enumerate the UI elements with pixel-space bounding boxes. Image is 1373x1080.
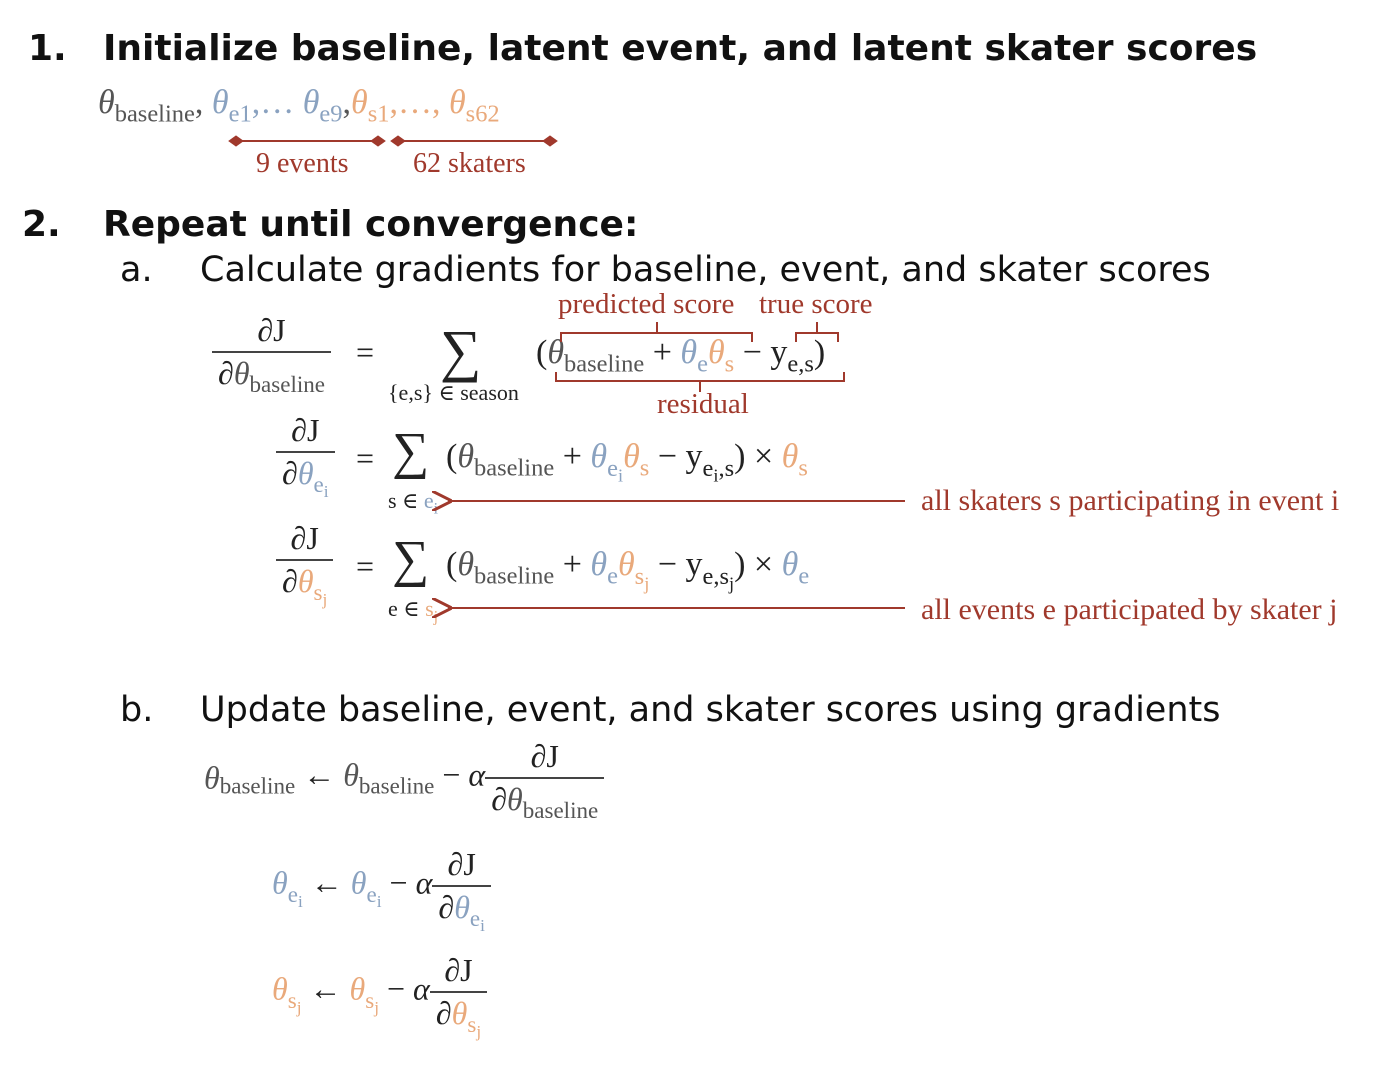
- step-2-heading: Repeat until convergence:: [103, 204, 639, 245]
- gradient-skater-equation: ∂J ∂θsj: [276, 520, 334, 608]
- eq3-sigma: ∑: [392, 531, 430, 588]
- true-score-bracket: [795, 322, 839, 342]
- substep-b-text: Update baseline, event, and skater score…: [200, 690, 1221, 730]
- all-skaters-label: all skaters s participating in event i: [921, 484, 1340, 517]
- eq3-expr: (θbaseline + θeθsj − ye,sj) × θe: [446, 546, 810, 594]
- substep-a-text: Calculate gradients for baseline, event,…: [200, 250, 1211, 290]
- events-bracket: [228, 135, 386, 147]
- residual-label: residual: [657, 388, 749, 420]
- gradient-event-equation: ∂J ∂θei: [276, 412, 335, 500]
- eq3-sum-index: e ∈ sj: [388, 596, 439, 626]
- step-1-number: 1.: [28, 28, 67, 69]
- predicted-score-label: predicted score: [558, 288, 735, 320]
- skaters-bracket: [390, 135, 558, 147]
- update-skater-equation: θsj ← θsj − α ∂J ∂θsj: [272, 952, 488, 1040]
- eq1-equals: =: [356, 334, 375, 370]
- gradient-event-fraction: ∂J ∂θei: [276, 412, 335, 500]
- substep-b-letter: b.: [120, 690, 154, 730]
- all-events-label: all events e participated by skater j: [921, 593, 1338, 626]
- skaters-count-label: 62 skaters: [413, 148, 526, 179]
- initial-parameters: θbaseline, θe1,… θe9,θs1,…, θs62: [98, 84, 500, 128]
- eq2-sigma: ∑: [392, 423, 430, 480]
- step-2-number: 2.: [22, 204, 61, 245]
- gradient-baseline-fraction: ∂J ∂θbaseline: [212, 312, 331, 396]
- residual-bracket: [555, 372, 845, 392]
- true-score-label: true score: [759, 288, 873, 320]
- substep-a-letter: a.: [120, 250, 153, 290]
- eq1-sum-index: {e,s} ∈ season: [388, 380, 519, 405]
- gradient-skater-fraction: ∂J ∂θsj: [276, 520, 334, 608]
- eq1-sigma: ∑: [440, 318, 482, 383]
- step-1-heading: Initialize baseline, latent event, and l…: [103, 28, 1258, 69]
- eq3-equals: =: [356, 548, 375, 584]
- eq2-expr: (θbaseline + θeiθs − yei,s) × θs: [446, 438, 808, 486]
- predicted-score-bracket: [560, 322, 753, 342]
- gradient-baseline-equation: ∂J ∂θbaseline: [212, 312, 331, 396]
- eq2-equals: =: [356, 440, 375, 476]
- events-count-label: 9 events: [256, 148, 349, 179]
- update-baseline-equation: θbaseline ← θbaseline − α ∂J ∂θbaseline: [204, 738, 605, 822]
- update-event-equation: θei ← θei − α ∂J ∂θei: [272, 846, 491, 934]
- eq1-residual-expr: (θbaseline + θeθs − ye,s): [536, 334, 826, 378]
